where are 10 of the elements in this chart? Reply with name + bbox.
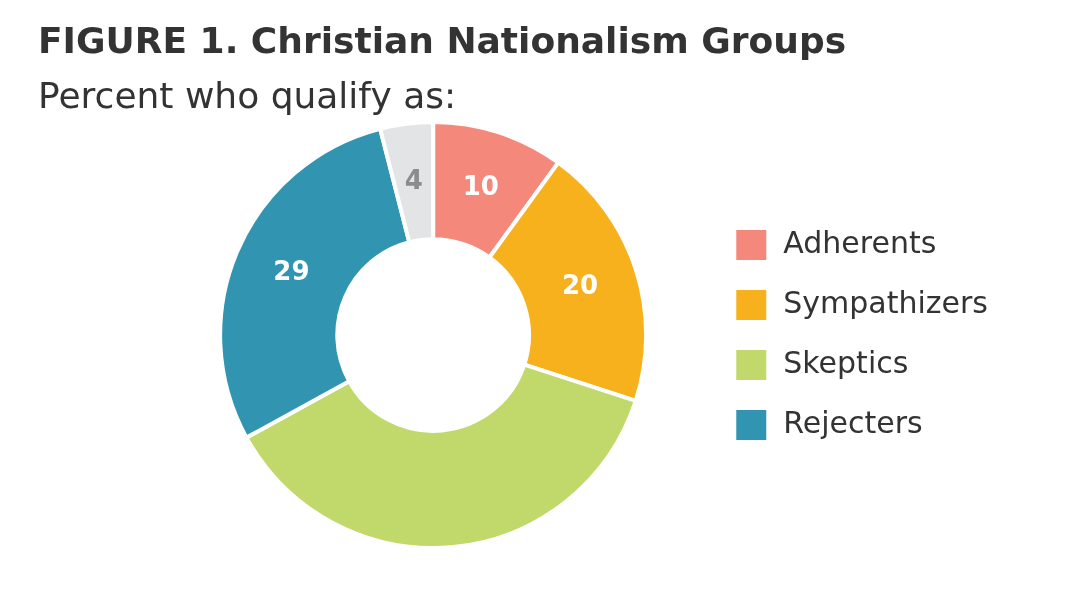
legend-label: Skeptics bbox=[783, 344, 909, 380]
data-label: 29 bbox=[273, 256, 310, 287]
data-label: 4 bbox=[404, 164, 423, 195]
legend-label: Adherents bbox=[783, 224, 937, 260]
chart-title: FIGURE 1. Christian Nationalism Groups bbox=[38, 20, 848, 61]
data-label: 20 bbox=[561, 270, 599, 301]
legend-label: Rejecters bbox=[783, 404, 923, 440]
legend-label: Sympathizers bbox=[783, 284, 989, 320]
data-label: 10 bbox=[462, 170, 499, 201]
chart-subtitle: Percent who qualify as: bbox=[38, 75, 458, 116]
